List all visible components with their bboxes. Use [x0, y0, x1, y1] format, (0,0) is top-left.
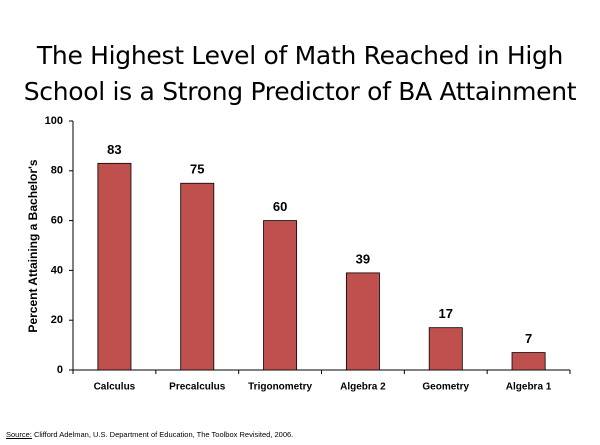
x-tick-label: Calculus — [94, 382, 136, 393]
bar — [263, 220, 298, 371]
bar — [428, 327, 463, 371]
data-label: 7 — [525, 331, 532, 346]
bar — [97, 162, 132, 371]
y-tick-label: 40 — [51, 264, 63, 276]
data-label: 75 — [190, 162, 204, 177]
chart-title: The Highest Level of Math Reached in Hig… — [23, 41, 577, 106]
bar — [511, 352, 546, 371]
x-tick-label: Algebra 2 — [340, 382, 386, 393]
data-label: 60 — [273, 199, 287, 214]
y-tick-label: 60 — [51, 215, 63, 227]
y-tick-label: 80 — [51, 165, 63, 177]
y-tick-label: 100 — [45, 115, 63, 127]
source-label: Source: — [6, 430, 32, 439]
y-tick-label: 0 — [57, 364, 63, 376]
y-tick-label: 20 — [51, 314, 63, 326]
data-label: 83 — [107, 142, 121, 157]
x-tick-label: Geometry — [422, 382, 469, 393]
x-tick-label: Precalculus — [169, 382, 226, 393]
bar — [180, 182, 215, 371]
source-note: Source: Clifford Adelman, U.S. Departmen… — [6, 430, 293, 439]
x-tick-label: Algebra 1 — [506, 382, 552, 393]
y-axis-label: Percent Attaining a Bachelor's — [26, 159, 40, 332]
data-label: 39 — [356, 251, 370, 266]
source-text: Clifford Adelman, U.S. Department of Edu… — [31, 430, 294, 439]
x-tick-label: Trigonometry — [248, 382, 312, 393]
data-label: 17 — [439, 306, 453, 321]
bar — [345, 272, 380, 371]
